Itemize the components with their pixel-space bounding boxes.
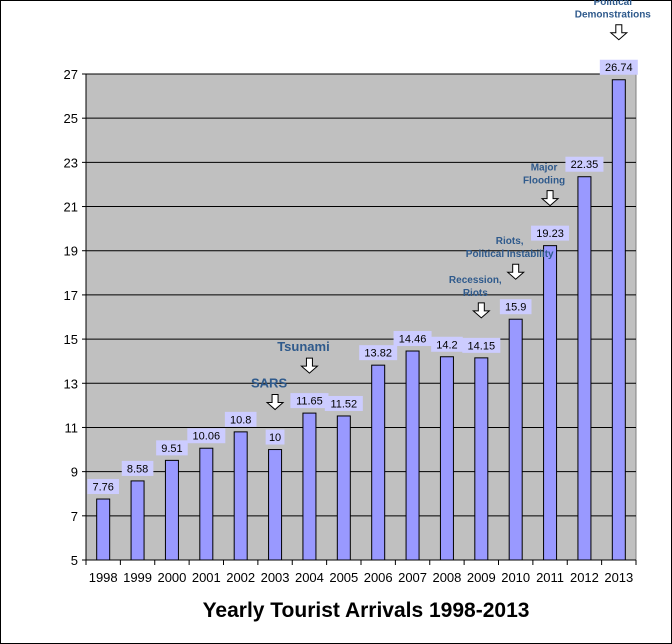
annotation-text: SARS [251,376,287,391]
down-arrow-icon [300,357,319,374]
x-tick-label: 2010 [501,570,530,585]
y-tick-label: 21 [64,200,78,215]
y-tick-label: 13 [64,376,78,391]
data-label: 11.65 [296,396,323,408]
bar [543,245,558,561]
x-tick-label: 2008 [432,570,461,585]
data-label: 9.51 [161,443,182,455]
bar [577,176,592,561]
down-arrow-icon [609,24,629,41]
down-arrow-icon [540,190,560,207]
data-label-bg [156,440,188,456]
data-label: 26.74 [605,62,633,74]
annotation-text: Major [531,163,558,174]
down-arrow-icon [506,263,526,280]
data-label-bg [290,393,329,409]
data-label-bg [599,59,638,75]
data-label-bg [224,411,257,427]
data-label-bg [431,336,463,352]
bar [268,449,283,561]
bar [439,356,454,561]
y-axis: 5 7 9 11 13 15 17 19 21 23 25 27 [64,67,87,568]
data-label: 7.76 [92,482,113,494]
x-tick-label: 2009 [467,570,496,585]
annotation-text: Demonstrations [575,10,652,21]
data-label-bg [265,429,285,445]
y-tick-label: 17 [64,288,78,303]
x-tick-label: 2003 [261,570,290,585]
data-label: 8.58 [127,463,148,475]
y-tick-label: 7 [71,509,78,524]
bar [474,357,489,561]
annotation-text: Political [594,0,633,8]
x-tick-label: 2006 [364,570,393,585]
bar [130,480,145,561]
data-label-bg [531,225,570,241]
bar [405,350,420,561]
annotation-text: Riots [463,288,488,299]
x-tick-label: 2004 [295,570,324,585]
bar [611,79,626,561]
bar [96,498,111,561]
data-label: 19.23 [536,228,564,240]
down-arrow-icon [471,302,491,319]
chart-title: Yearly Tourist Arrivals 1998-2013 [203,599,530,622]
y-tick-label: 25 [64,111,78,126]
bar [233,431,248,561]
y-tick-label: 15 [64,332,78,347]
x-tick-label: 1998 [89,570,118,585]
x-tick-label: 1999 [123,570,152,585]
data-label-bg [121,460,154,476]
bars [96,79,626,561]
bar [336,415,351,561]
x-axis: 1998 1999 2000 2001 2002 2003 2004 2005 2006 2007… [85,559,637,585]
data-label: 11.52 [330,398,357,410]
annotation-text: Flooding [523,176,565,187]
bar [302,412,317,561]
bar [199,447,214,561]
data-label: 15.9 [505,302,526,314]
data-label-bg [462,337,501,353]
y-tick-label: 23 [64,155,78,170]
annotations: SARS Tsunami Recession, Riots Riots, Politica… [251,0,652,411]
bar [371,364,386,561]
annotation-text: Tsunami [277,339,330,354]
y-tick-label: 9 [71,465,78,480]
data-label-bg [324,395,363,411]
x-tick-label: 2013 [604,570,633,585]
data-label: 13.82 [364,348,392,360]
data-label: 22.35 [571,159,599,171]
data-label-bg [87,479,119,495]
x-tick-label: 2000 [157,570,186,585]
annotation-text: Riots, [496,236,524,247]
x-tick-label: 2001 [192,570,221,585]
y-tick-label: 19 [64,244,78,259]
x-tick-label: 2011 [536,570,564,585]
annotation-text: Political Instability [466,249,554,260]
x-tick-label: 2002 [226,570,255,585]
annotation-text: Recession, [449,275,502,286]
data-label: 14.2 [436,339,457,351]
data-label-bg [359,345,398,361]
data-label: 14.15 [468,340,496,352]
data-label: 10.8 [230,414,251,426]
y-tick-label: 11 [65,420,79,435]
x-tick-label: 2007 [398,570,427,585]
down-arrow-icon [265,394,285,411]
y-tick-label: 5 [71,553,78,568]
bar [508,318,523,561]
data-label-bg [499,299,532,315]
data-label-bg [565,156,604,172]
bar [164,459,179,561]
x-tick-label: 2005 [329,570,358,585]
data-label: 10 [269,432,281,444]
x-tick-label: 2012 [570,570,599,585]
data-label-bg [187,428,226,444]
data-label-bg [393,331,432,347]
data-labels: 7.76 8.58 9.51 10.06 10.8 10 11.65 11.52 13.82 14… [87,59,638,495]
data-label: 14.46 [399,334,427,346]
data-label: 10.06 [193,431,221,443]
y-tick-label: 27 [64,67,78,82]
